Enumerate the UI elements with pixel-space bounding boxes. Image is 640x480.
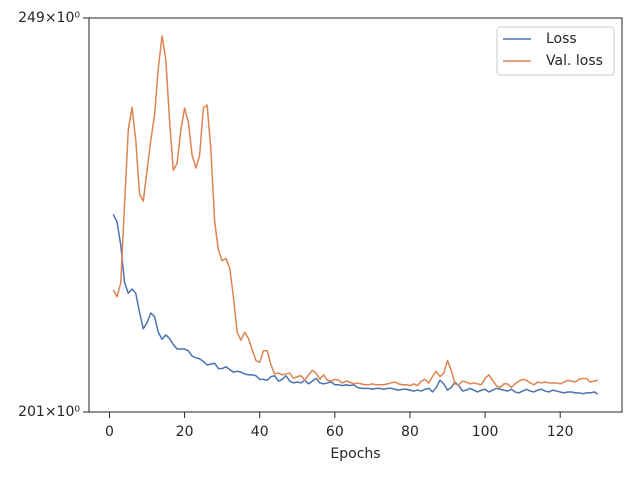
x-axis-label: Epochs	[330, 446, 380, 462]
y-tick-label: 201×10⁰	[18, 404, 80, 420]
legend-label: Val. loss	[546, 53, 603, 69]
x-tick-label: 20	[176, 424, 194, 440]
line-series	[112, 213, 599, 395]
y-tick-label: 249×10⁰	[18, 10, 80, 26]
plot-frame	[88, 17, 623, 413]
x-tick-label: 60	[326, 424, 344, 440]
x-tick-label: 120	[547, 424, 574, 440]
x-tick-label: 40	[251, 424, 269, 440]
legend-label: Loss	[546, 31, 577, 47]
line-series	[112, 35, 598, 389]
x-tick-label: 0	[105, 424, 114, 440]
x-tick-label: 100	[472, 424, 499, 440]
x-tick-label: 80	[401, 424, 419, 440]
